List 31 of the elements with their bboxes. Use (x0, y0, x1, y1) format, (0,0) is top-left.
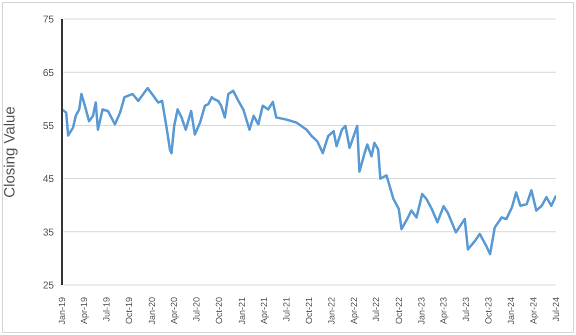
x-tick-label: Jan-22 (326, 297, 337, 325)
x-tick-label: Oct-23 (484, 297, 494, 324)
x-tick-label: Jan-21 (236, 297, 247, 325)
y-tick-label: 35 (42, 227, 54, 238)
y-tick-label: 55 (42, 120, 54, 132)
x-tick-label: Oct-22 (394, 297, 404, 324)
x-tick-label: Oct-21 (304, 297, 314, 324)
x-tick-label: Jul-20 (192, 297, 202, 322)
y-axis-title: Closing Value (1, 106, 18, 198)
x-tick-label: Jan-24 (506, 297, 516, 325)
x-tick-label: Jul-23 (460, 297, 471, 322)
x-tick-label: Jul-22 (371, 297, 382, 322)
y-tick-label: 75 (42, 14, 54, 26)
x-tick-label: Jul-21 (281, 297, 292, 322)
x-tick-label: Apr-23 (438, 297, 449, 324)
line-series (62, 86, 556, 256)
x-tick-label: Oct-19 (124, 297, 134, 324)
x-tick-label: Apr-19 (79, 297, 90, 324)
x-tick-label: Oct-20 (214, 297, 224, 324)
y-tick-label: 65 (42, 68, 54, 79)
x-tick-label: Apr-21 (258, 297, 269, 324)
x-tick-label: Jul-19 (102, 297, 112, 322)
y-tick-label: 25 (42, 280, 54, 292)
x-tick-label: Apr-20 (169, 297, 180, 324)
x-tick-label: Jan-20 (146, 297, 157, 325)
x-tick-label: Apr-24 (528, 297, 539, 324)
x-tick-label: Jan-23 (416, 297, 426, 325)
x-tick-label: Jan-19 (57, 297, 67, 325)
x-tick-label: Jul-24 (551, 297, 561, 322)
y-tick-label: 45 (42, 174, 54, 186)
x-tick-label: Apr-22 (348, 297, 359, 324)
